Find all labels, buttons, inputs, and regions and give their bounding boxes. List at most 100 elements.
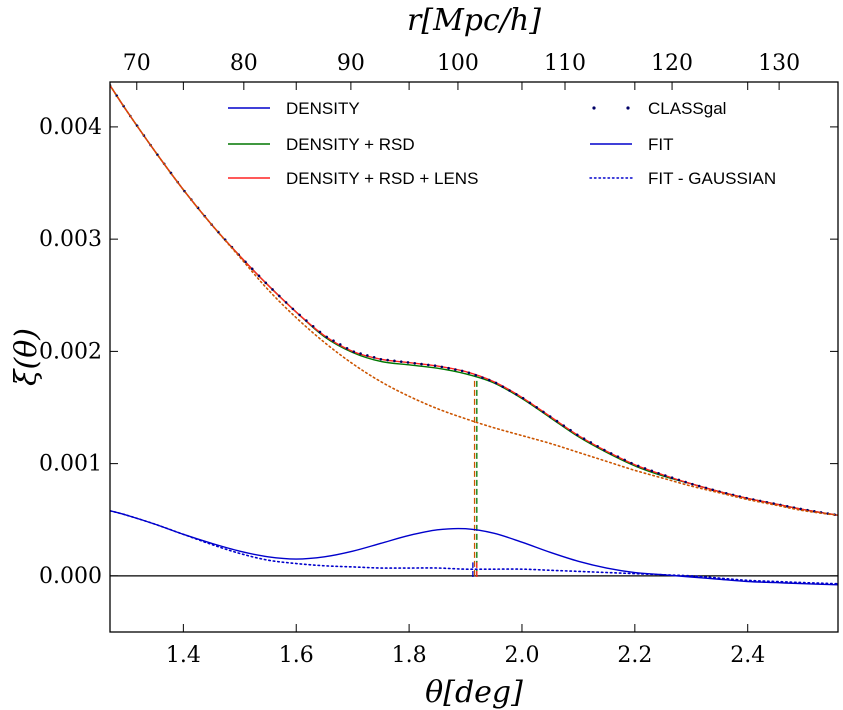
series-density-0-line: [110, 510, 838, 586]
series-classgal-3-point: [433, 364, 437, 368]
series-classgal-3-point: [697, 484, 701, 488]
y-tick-label: 0.001: [39, 452, 102, 477]
series-classgal-3-point: [589, 441, 593, 444]
series-classgal-3-point: [332, 339, 335, 343]
series-density-rsd-lens-2-line: [110, 84, 838, 516]
x-axis-title: θ[deg]: [425, 675, 523, 710]
x-tick-label: 2.0: [504, 643, 539, 668]
top-tick-label: 80: [230, 51, 258, 76]
series-classgal-3-point: [325, 335, 329, 339]
series-classgal-3-point: [569, 428, 572, 432]
series-classgal-3-point: [244, 260, 247, 264]
legend-density-rsd-label: DENSITY + RSD: [286, 135, 415, 154]
top-tick-label: 100: [437, 51, 479, 76]
axes: 1.4 1.6 1.8 2.0 2.2 2.4 70 80 90 100 110 120 130 0.00…: [39, 51, 838, 668]
legend-density-rsd: DENSITY + RSD: [228, 135, 415, 154]
series-classgal-3-point: [711, 488, 715, 492]
legend-density: DENSITY: [228, 99, 360, 118]
series-classgal-3-point: [413, 361, 417, 365]
series-classgal-3-point: [562, 424, 566, 427]
series-classgal-3-point: [528, 401, 532, 405]
series-classgal-3-point: [338, 343, 342, 346]
series-classgal-3-point: [264, 281, 268, 285]
series-classgal-3-point: [487, 378, 491, 382]
legend-classgal-label: CLASSgal: [648, 99, 726, 118]
series-classgal-3-point: [250, 267, 254, 271]
series-classgal-3-point: [785, 504, 789, 508]
series-classgal-3-point: [481, 376, 484, 379]
legend-density-rsd-lens: DENSITY + RSD + LENS: [228, 169, 478, 188]
top-tick-label: 90: [337, 51, 365, 76]
legend-density-label: DENSITY: [286, 99, 360, 118]
legend-classgal-swatch: [626, 106, 630, 110]
y-tick-label: 0.002: [39, 339, 102, 364]
series-density-rsd-1-line: [110, 84, 838, 516]
series-classgal-3-point: [515, 392, 518, 396]
legend-fit: FIT: [590, 135, 674, 154]
series-classgal-3-point: [447, 366, 450, 370]
series-classgal-3-point: [630, 461, 633, 465]
series-classgal-3-point: [284, 301, 288, 304]
series-classgal-3-point: [657, 471, 660, 475]
series-classgal-3-point: [345, 346, 349, 350]
legend-classgal: CLASSgal: [592, 99, 726, 118]
series-classgal-3-point: [521, 396, 525, 400]
y-axis-title: ξ(θ): [9, 328, 44, 386]
y-tick-label: 0.000: [39, 564, 102, 589]
series-classgal-3-point: [372, 356, 376, 359]
series-classgal-3-point: [677, 478, 681, 482]
series-classgal-3-point: [664, 474, 667, 477]
series-classgal-3-point: [643, 467, 647, 470]
x-tick-label: 1.8: [392, 643, 427, 668]
series-classgal-3-point: [508, 389, 511, 392]
series-classgal-3-point: [359, 352, 362, 355]
series-classgal-3-point: [575, 433, 579, 437]
top-axis-title: r[Mpc/h]: [407, 3, 541, 38]
legend-fit-gaussian: FIT - GAUSSIAN: [589, 169, 776, 188]
plot-frame: [109, 81, 839, 633]
series-classgal-3-point: [542, 410, 545, 414]
series-classgal-3-point: [494, 381, 498, 385]
series-classgal-3-point: [623, 458, 626, 462]
series-fit-gaussian-4-line: [110, 84, 838, 517]
series-classgal-3-point: [426, 363, 430, 367]
legend: DENSITY DENSITY + RSD DENSITY + RSD + LENS…: [228, 99, 776, 188]
series-classgal-3-point: [691, 482, 694, 486]
series-classgal-3-point: [582, 437, 586, 441]
series-classgal-3-point: [474, 373, 477, 377]
top-tick-label: 120: [651, 51, 693, 76]
series-classgal-3-point: [616, 455, 620, 458]
series-classgal-3-point: [460, 369, 464, 373]
plot-marks: [110, 84, 838, 586]
series-classgal-3-point: [399, 360, 403, 363]
series-classgal-3-point: [670, 476, 674, 480]
series-classgal-3-point: [257, 274, 261, 278]
x-tick-label: 1.4: [166, 643, 201, 668]
top-tick-label: 130: [758, 51, 800, 76]
y-tick-label: 0.004: [39, 115, 102, 140]
x-tick-label: 2.4: [730, 643, 765, 668]
series-classgal-3-point: [386, 358, 389, 362]
series-classgal-3-point: [684, 480, 687, 484]
top-tick-label: 70: [123, 51, 151, 76]
legend-density-rsd-lens-label: DENSITY + RSD + LENS: [286, 169, 478, 188]
series-classgal-3-point: [650, 469, 654, 473]
series-classgal-3-point: [704, 486, 708, 490]
series-classgal-3-point: [420, 362, 423, 366]
series-classgal-3-point: [352, 350, 356, 354]
y-tick-label: 0.003: [39, 227, 102, 252]
series-classgal-3-point: [548, 415, 552, 418]
series-classgal-3-point: [596, 444, 599, 448]
series-classgal-3-point: [454, 368, 457, 371]
top-tick-label: 110: [544, 51, 586, 76]
series-classgal-3-point: [305, 319, 308, 322]
series-classgal-3: [110, 84, 836, 517]
series-classgal-3-point: [271, 288, 274, 291]
series-classgal-3-point: [555, 419, 559, 423]
series-classgal-3-point: [298, 313, 301, 317]
series-classgal-3-point: [501, 385, 505, 389]
legend-fit-label: FIT: [648, 135, 674, 154]
series-classgal-3-point: [603, 448, 606, 452]
series-classgal-3-point: [393, 359, 396, 363]
